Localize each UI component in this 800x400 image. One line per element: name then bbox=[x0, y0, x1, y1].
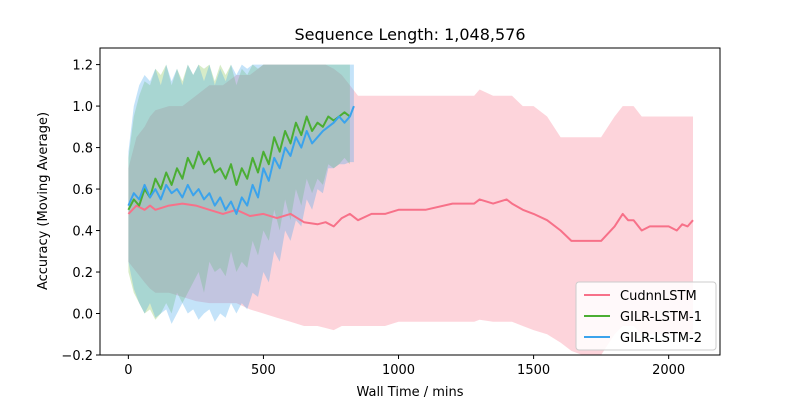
x-tick-label: 1000 bbox=[382, 363, 415, 378]
x-tick-label: 0 bbox=[124, 363, 132, 378]
legend: CudnnLSTM GILR-LSTM-1 GILR-LSTM-2 bbox=[575, 281, 717, 351]
gilr-lstm-1-line bbox=[127, 111, 351, 211]
chart-title: Sequence Length: 1,048,576 bbox=[294, 25, 525, 44]
y-tick-label: 1.2 bbox=[72, 59, 93, 74]
gilr-lstm-2-line bbox=[127, 105, 355, 215]
y-tick-label: 0.8 bbox=[72, 142, 93, 157]
y-axis: −0.2 0.0 0.2 0.4 0.6 0.8 1.0 1.2 bbox=[61, 59, 100, 364]
series-lines bbox=[127, 105, 694, 242]
y-tick-label: 0.6 bbox=[72, 183, 93, 198]
y-tick-label: −0.2 bbox=[61, 349, 93, 364]
x-tick-label: 500 bbox=[251, 363, 276, 378]
plot-frame bbox=[99, 47, 721, 356]
x-tick-label: 2000 bbox=[652, 363, 685, 378]
y-tick-label: 0.0 bbox=[72, 308, 93, 323]
y-tick-label: 1.0 bbox=[72, 100, 93, 115]
y-tick-label: 0.4 bbox=[72, 225, 93, 240]
x-axis: 0 500 1000 1500 2000 bbox=[124, 355, 685, 378]
cudnnlstm-line bbox=[127, 198, 694, 242]
y-axis-label: Accuracy (Moving Average) bbox=[36, 112, 51, 290]
x-axis-label: Wall Time / mins bbox=[356, 385, 463, 400]
x-tick-label: 1500 bbox=[517, 363, 550, 378]
legend-box bbox=[575, 281, 717, 351]
gilr-lstm-2-band bbox=[128, 64, 354, 324]
legend-label-gilr-lstm-1: GILR-LSTM-1 bbox=[620, 310, 702, 325]
y-tick-label: 0.2 bbox=[72, 266, 93, 281]
legend-label-gilr-lstm-2: GILR-LSTM-2 bbox=[620, 331, 702, 346]
legend-label-cudnnlstm: CudnnLSTM bbox=[620, 289, 697, 304]
